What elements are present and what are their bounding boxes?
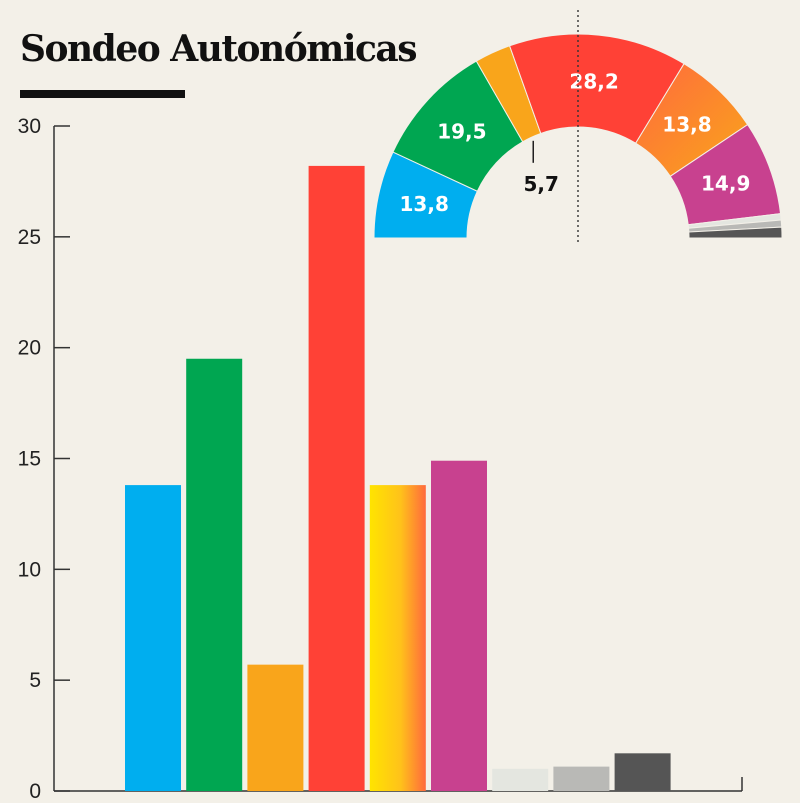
y-tick-label: 20 [18,337,41,360]
bar [553,766,610,791]
hemicycle-segment [688,226,783,239]
y-tick-label: 0 [29,780,41,803]
hemicycle-label: 19,5 [437,120,486,144]
hemicycle-label: 5,7 [524,172,559,196]
hemicycle-label: 28,2 [569,69,618,93]
bars [125,165,671,791]
y-tick-label: 25 [18,226,41,249]
chart-title: Sondeo Autonómicas [20,28,418,70]
hemicycle-label: 13,8 [662,112,711,136]
y-tick-label: 5 [29,669,41,692]
bar [614,753,671,791]
y-tick-label: 30 [18,115,41,138]
title-underline [20,90,185,98]
hemicycle: 13,8 19,5 5,7 28,2 13,8 14,9 [373,10,783,242]
hemicycle-label: 13,8 [400,192,449,216]
bar [247,664,304,791]
bar [308,165,365,791]
bar [125,485,181,791]
hemicycle-label: 14,9 [701,171,750,195]
bar [369,485,426,791]
y-tick-label: 15 [18,448,41,471]
bar [492,768,549,791]
y-tick-label: 10 [18,558,41,581]
bar [431,460,487,791]
bar [186,358,243,791]
